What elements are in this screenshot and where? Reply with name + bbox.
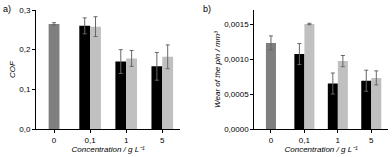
svg-text:5: 5 <box>160 136 165 145</box>
svg-text:0,0015: 0,0015 <box>224 20 249 29</box>
svg-text:Concentration / g L⁻¹: Concentration / g L⁻¹ <box>284 145 358 154</box>
svg-text:0,0: 0,0 <box>19 125 31 134</box>
svg-text:0: 0 <box>269 136 274 145</box>
svg-text:0,1: 0,1 <box>19 85 31 94</box>
svg-text:0,0005: 0,0005 <box>224 90 249 99</box>
svg-text:1: 1 <box>336 136 341 145</box>
svg-text:COF: COF <box>8 60 17 78</box>
svg-text:1: 1 <box>124 136 129 145</box>
svg-text:0,0000: 0,0000 <box>224 125 249 134</box>
svg-text:Wear of the pin / mm³: Wear of the pin / mm³ <box>213 31 222 108</box>
svg-text:0,1: 0,1 <box>85 136 97 145</box>
svg-text:5: 5 <box>369 136 374 145</box>
svg-text:0,2: 0,2 <box>19 45 31 54</box>
svg-text:0,1: 0,1 <box>299 136 311 145</box>
svg-text:0: 0 <box>52 136 57 145</box>
svg-text:a): a) <box>3 4 11 14</box>
svg-text:0,3: 0,3 <box>19 6 31 15</box>
svg-text:Concentration / g L⁻¹: Concentration / g L⁻¹ <box>72 145 146 154</box>
svg-text:b): b) <box>203 4 211 14</box>
svg-text:0,0010: 0,0010 <box>224 55 249 64</box>
